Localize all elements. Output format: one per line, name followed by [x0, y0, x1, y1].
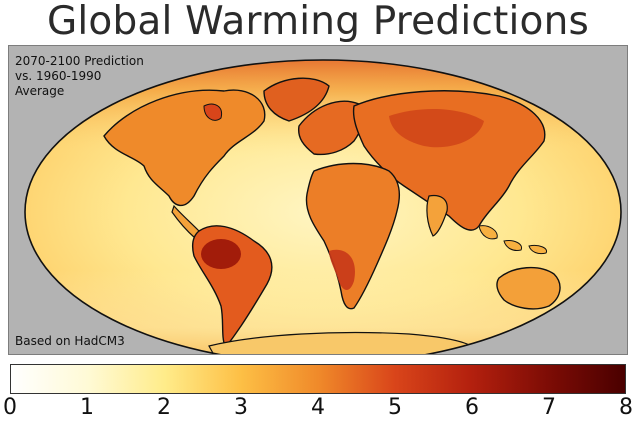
continent-greenland: [263, 77, 330, 122]
tick-label: 7: [542, 395, 556, 420]
tick-label: 6: [465, 395, 479, 420]
page-title: Global Warming Predictions: [46, 0, 590, 44]
tick-label: 2: [157, 395, 171, 420]
tick-label: 3: [234, 395, 248, 420]
tick-label: 0: [3, 395, 17, 420]
colorbar-ticks: 0 1 2 3 4 5 6 7 8: [0, 395, 636, 424]
tick-label: 8: [619, 395, 633, 420]
tick-label: 1: [80, 395, 94, 420]
continent-north-america: [103, 89, 266, 207]
tick-label: 4: [311, 395, 325, 420]
map-panel: 2070-2100 Prediction vs. 1960-1990 Avera…: [8, 45, 628, 355]
source-note: Based on HadCM3: [15, 334, 125, 348]
prediction-note: 2070-2100 Prediction vs. 1960-1990 Avera…: [15, 54, 144, 99]
continent-africa: [305, 162, 401, 310]
continent-europe: [297, 100, 365, 156]
continent-australia: [496, 267, 561, 310]
tick-label: 5: [388, 395, 402, 420]
note-line: 2070-2100 Prediction: [15, 54, 144, 68]
note-line: vs. 1960-1990: [15, 69, 102, 83]
colorbar: [10, 364, 626, 394]
world-temperature-map: [24, 59, 622, 354]
note-line: Average: [15, 84, 65, 98]
